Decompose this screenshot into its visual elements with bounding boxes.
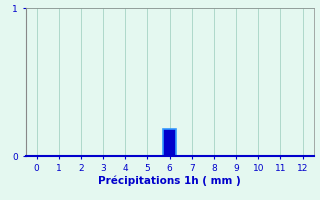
X-axis label: Précipitations 1h ( mm ): Précipitations 1h ( mm ) <box>98 175 241 186</box>
Bar <box>163 129 176 156</box>
